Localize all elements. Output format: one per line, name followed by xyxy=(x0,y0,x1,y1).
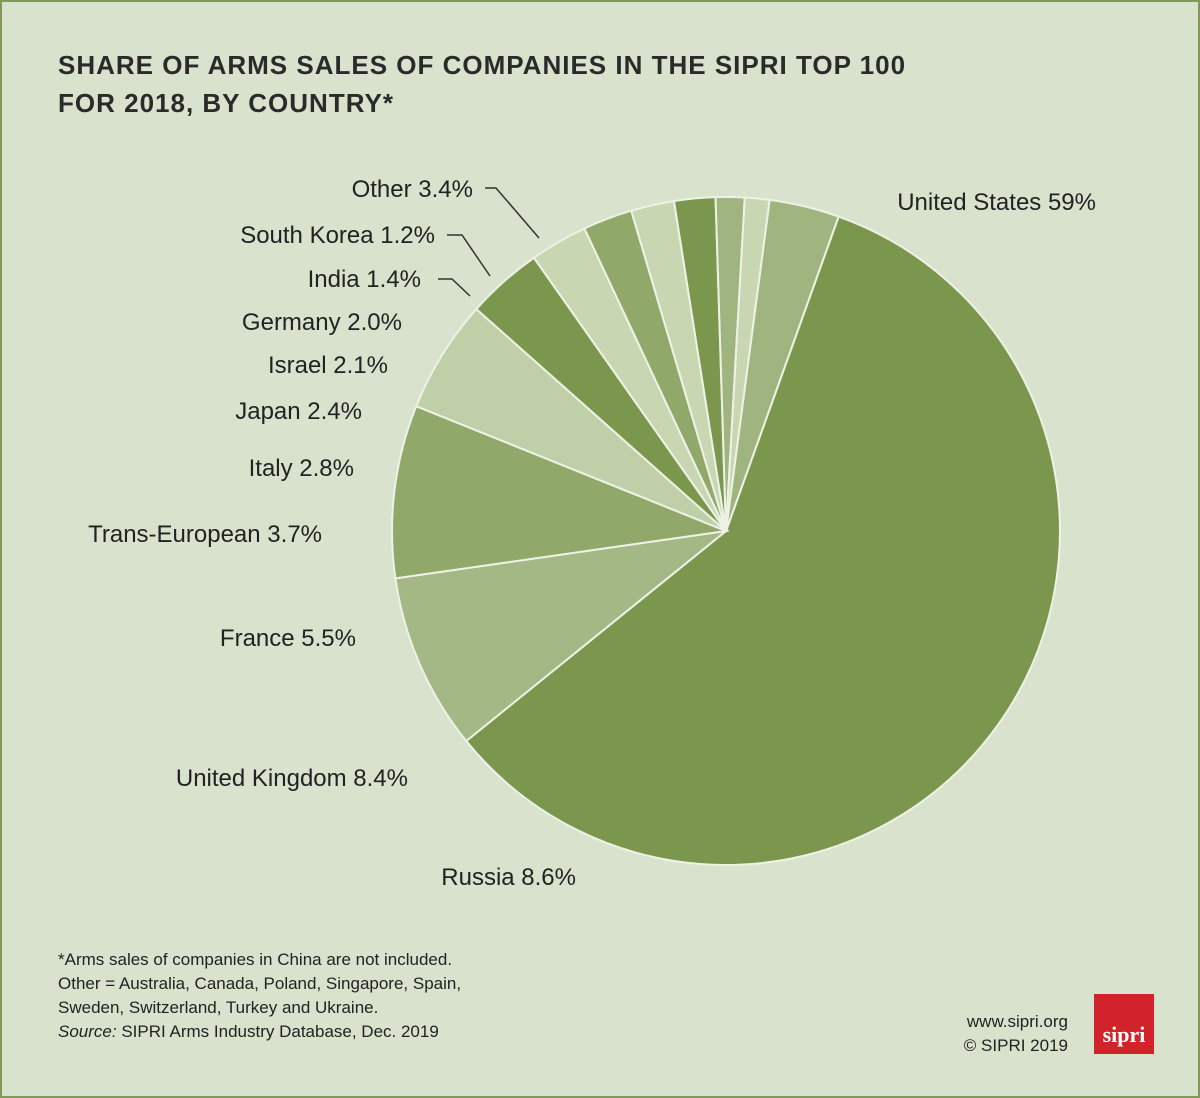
pie-slice-united-kingdom xyxy=(391,404,730,580)
copyright-text: © SIPRI 2019 xyxy=(963,1036,1068,1055)
title-line-1: SHARE OF ARMS SALES OF COMPANIES IN THE … xyxy=(58,50,907,80)
slice-label-russia: Russia 8.6% xyxy=(441,864,576,891)
pie-slice-united-states xyxy=(464,215,1061,866)
footnote-line-3: Sweden, Switzerland, Turkey and Ukraine. xyxy=(58,998,379,1017)
leader-line-other xyxy=(485,187,540,239)
slice-label-germany: Germany 2.0% xyxy=(242,309,402,336)
slice-label-trans-european: Trans-European 3.7% xyxy=(88,521,322,548)
credits: www.sipri.org © SIPRI 2019 xyxy=(964,1010,1068,1058)
pie-slice-other xyxy=(725,198,840,532)
leader-line-india xyxy=(438,278,471,297)
slice-label-israel: Israel 2.1% xyxy=(268,352,388,379)
leader-lines xyxy=(438,187,540,297)
source-line: Source: SIPRI Arms Industry Database, De… xyxy=(58,1020,461,1044)
slice-label-japan: Japan 2.4% xyxy=(235,398,362,425)
source-text: SIPRI Arms Industry Database, Dec. 2019 xyxy=(116,1022,439,1041)
footnote-line-1: *Arms sales of companies in China are no… xyxy=(58,950,453,969)
slice-label-united-states: United States 59% xyxy=(897,189,1096,216)
pie-slices xyxy=(391,196,1061,866)
pie-slice-russia xyxy=(394,529,730,743)
website-link[interactable]: www.sipri.org xyxy=(966,1012,1068,1031)
slice-label-united-kingdom: United Kingdom 8.4% xyxy=(176,765,408,792)
slice-label-india: India 1.4% xyxy=(308,266,421,293)
footnote-line-2: Other = Australia, Canada, Poland, Singa… xyxy=(58,974,462,993)
slice-label-other: Other 3.4% xyxy=(352,176,473,203)
title-line-2: FOR 2018, BY COUNTRY* xyxy=(58,88,394,118)
footnote: *Arms sales of companies in China are no… xyxy=(58,948,461,1044)
sipri-logo: sipri xyxy=(1094,994,1154,1054)
slice-label-france: France 5.5% xyxy=(220,625,356,652)
slice-label-south-korea: South Korea 1.2% xyxy=(240,222,435,249)
slice-label-italy: Italy 2.8% xyxy=(249,455,354,482)
chart-title: SHARE OF ARMS SALES OF COMPANIES IN THE … xyxy=(58,46,1058,122)
leader-line-south-korea xyxy=(447,234,491,277)
source-label: Source: xyxy=(58,1022,117,1041)
slice-labels: United States 59% Russia 8.6% United Kingd… xyxy=(88,176,1096,891)
